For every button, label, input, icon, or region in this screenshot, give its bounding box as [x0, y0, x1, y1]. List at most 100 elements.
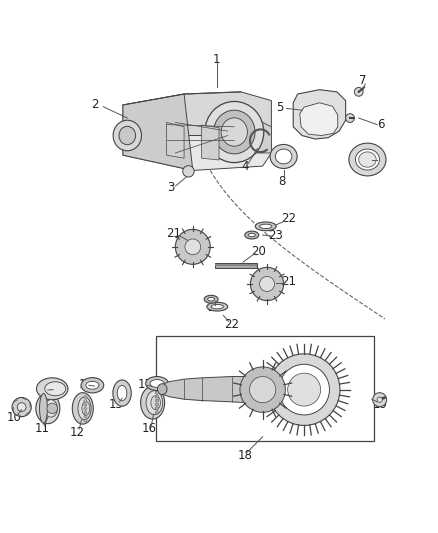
Polygon shape — [123, 94, 193, 171]
Ellipse shape — [117, 385, 127, 401]
Text: 16: 16 — [141, 423, 157, 435]
Text: 17: 17 — [137, 378, 152, 391]
Circle shape — [346, 114, 354, 123]
Ellipse shape — [84, 400, 87, 402]
Ellipse shape — [270, 144, 297, 168]
Text: 19: 19 — [373, 398, 388, 410]
Polygon shape — [123, 92, 272, 135]
Ellipse shape — [113, 120, 141, 151]
Ellipse shape — [82, 401, 90, 415]
Circle shape — [288, 373, 321, 406]
Ellipse shape — [155, 391, 159, 394]
Ellipse shape — [359, 152, 376, 167]
Ellipse shape — [146, 376, 168, 391]
Bar — [215, 263, 258, 268]
Ellipse shape — [205, 101, 264, 163]
Circle shape — [12, 398, 31, 417]
Ellipse shape — [155, 403, 159, 406]
Text: 20: 20 — [251, 245, 266, 258]
Polygon shape — [166, 123, 184, 158]
Text: 2: 2 — [91, 99, 98, 111]
Text: 13: 13 — [37, 384, 52, 398]
Circle shape — [17, 403, 26, 411]
Bar — [215, 264, 258, 265]
Text: 15: 15 — [109, 398, 124, 410]
Circle shape — [260, 277, 275, 292]
Ellipse shape — [113, 380, 131, 406]
Ellipse shape — [36, 378, 68, 400]
Ellipse shape — [349, 143, 386, 176]
Bar — [155, 336, 374, 441]
Ellipse shape — [276, 149, 292, 164]
Polygon shape — [123, 135, 272, 171]
Text: 23: 23 — [207, 302, 222, 314]
Ellipse shape — [84, 419, 87, 422]
Circle shape — [268, 354, 340, 425]
Ellipse shape — [151, 395, 160, 410]
Ellipse shape — [84, 411, 87, 414]
Ellipse shape — [155, 411, 159, 414]
Circle shape — [175, 229, 210, 264]
Ellipse shape — [211, 304, 223, 309]
Circle shape — [279, 364, 329, 415]
Ellipse shape — [208, 297, 215, 301]
Text: 11: 11 — [35, 423, 49, 435]
Ellipse shape — [78, 397, 91, 420]
Text: 21: 21 — [166, 227, 180, 240]
Circle shape — [47, 403, 57, 414]
Ellipse shape — [84, 408, 87, 410]
Ellipse shape — [86, 381, 99, 389]
Ellipse shape — [146, 391, 162, 415]
Text: 14: 14 — [78, 378, 93, 391]
Ellipse shape — [157, 384, 167, 394]
Ellipse shape — [36, 393, 60, 424]
Polygon shape — [254, 118, 272, 153]
Text: 5: 5 — [276, 101, 284, 114]
Text: 1: 1 — [213, 53, 221, 66]
Ellipse shape — [221, 118, 247, 146]
Ellipse shape — [72, 393, 93, 424]
Ellipse shape — [155, 407, 159, 410]
Ellipse shape — [84, 415, 87, 418]
Text: 6: 6 — [377, 118, 384, 131]
Ellipse shape — [155, 395, 159, 398]
Polygon shape — [293, 90, 346, 139]
Polygon shape — [201, 125, 219, 160]
Polygon shape — [162, 376, 258, 404]
Text: 23: 23 — [268, 229, 283, 243]
Ellipse shape — [84, 403, 87, 406]
Ellipse shape — [39, 393, 47, 423]
Text: 10: 10 — [7, 410, 21, 424]
Text: 4: 4 — [241, 159, 249, 173]
Circle shape — [373, 393, 387, 407]
Ellipse shape — [207, 302, 228, 311]
Ellipse shape — [255, 222, 276, 231]
Ellipse shape — [44, 400, 57, 417]
Circle shape — [183, 166, 194, 177]
Polygon shape — [300, 103, 338, 135]
Text: 9: 9 — [377, 153, 384, 166]
Ellipse shape — [260, 224, 272, 229]
Ellipse shape — [81, 377, 104, 393]
Text: 22: 22 — [225, 318, 240, 330]
Text: 18: 18 — [238, 449, 253, 462]
Text: 22: 22 — [281, 212, 297, 225]
Ellipse shape — [245, 231, 259, 239]
Text: 12: 12 — [70, 426, 85, 439]
Ellipse shape — [84, 395, 87, 398]
Text: 3: 3 — [167, 181, 175, 195]
Ellipse shape — [248, 233, 255, 237]
Ellipse shape — [150, 379, 164, 387]
Ellipse shape — [377, 397, 382, 402]
Ellipse shape — [155, 399, 159, 402]
Text: 21: 21 — [281, 275, 297, 288]
Ellipse shape — [204, 295, 218, 303]
Text: 7: 7 — [359, 75, 367, 87]
Circle shape — [185, 239, 201, 255]
Circle shape — [240, 367, 286, 413]
Ellipse shape — [356, 149, 379, 170]
Ellipse shape — [141, 386, 165, 419]
Circle shape — [251, 268, 284, 301]
Circle shape — [250, 376, 276, 403]
Ellipse shape — [214, 110, 255, 154]
